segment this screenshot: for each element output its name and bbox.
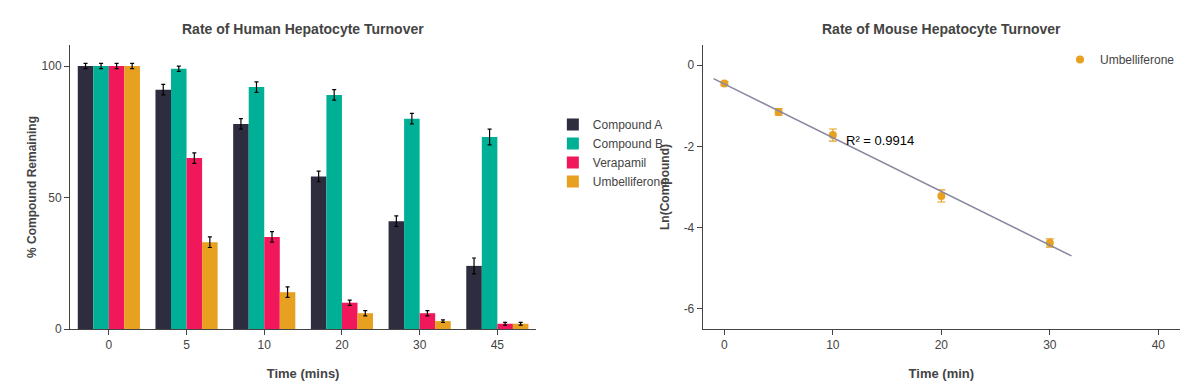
svg-text:0: 0 — [688, 58, 695, 72]
svg-text:20: 20 — [935, 338, 949, 352]
svg-text:-4: -4 — [684, 221, 695, 235]
svg-text:0: 0 — [106, 338, 113, 352]
svg-text:-6: -6 — [684, 302, 695, 316]
svg-text:50: 50 — [48, 191, 62, 205]
svg-text:20: 20 — [335, 338, 349, 352]
svg-text:10: 10 — [258, 338, 272, 352]
svg-text:% Compound Remaining: % Compound Remaining — [25, 116, 39, 258]
svg-text:Rate of Human Hepatocyte Turno: Rate of Human Hepatocyte Turnover — [182, 21, 424, 37]
svg-text:Ln(Compound): Ln(Compound) — [658, 144, 672, 230]
svg-text:30: 30 — [413, 338, 427, 352]
svg-text:10: 10 — [826, 338, 840, 352]
svg-text:Umbelliferone: Umbelliferone — [593, 175, 667, 189]
svg-text:0: 0 — [55, 322, 62, 336]
svg-text:Time (min): Time (min) — [909, 366, 975, 381]
svg-text:0: 0 — [721, 338, 728, 352]
svg-text:Verapamil: Verapamil — [593, 156, 646, 170]
svg-text:Compound A: Compound A — [593, 118, 662, 132]
svg-text:40: 40 — [1152, 338, 1166, 352]
svg-text:Time (mins): Time (mins) — [267, 366, 340, 381]
svg-text:100: 100 — [42, 59, 62, 73]
svg-text:30: 30 — [1043, 338, 1057, 352]
svg-text:45: 45 — [491, 338, 505, 352]
svg-text:-2: -2 — [684, 140, 695, 154]
svg-text:R² = 0.9914: R² = 0.9914 — [846, 133, 914, 148]
svg-text:Umbelliferone: Umbelliferone — [1100, 53, 1174, 67]
svg-text:5: 5 — [183, 338, 190, 352]
svg-text:Rate of Mouse Hepatocyte Turno: Rate of Mouse Hepatocyte Turnover — [822, 21, 1061, 37]
svg-text:Compound B: Compound B — [593, 137, 663, 151]
